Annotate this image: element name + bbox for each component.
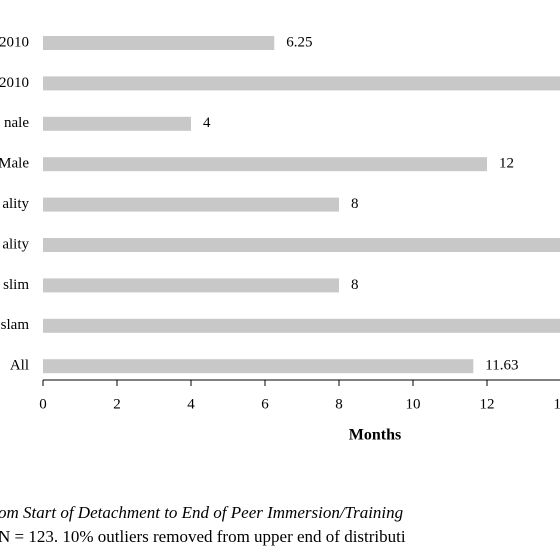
value-label: 12	[499, 156, 514, 172]
value-label: 4	[203, 115, 211, 131]
value-label: 8	[351, 196, 359, 212]
y-tick-label: 2010	[0, 34, 29, 50]
y-tick-label: ality	[2, 196, 29, 212]
bar	[43, 359, 474, 374]
x-tick-label: 8	[335, 396, 343, 412]
y-tick-label: ality	[2, 236, 29, 252]
x-tick-label: 6	[261, 396, 269, 412]
bar	[43, 318, 560, 333]
y-tick-label: Male	[0, 156, 29, 172]
y-tick-label: slam	[1, 317, 30, 333]
y-tick-label: 2010	[0, 75, 29, 91]
bar	[43, 36, 275, 50]
y-tick-label: slim	[3, 277, 29, 293]
value-label: 8	[351, 277, 359, 293]
x-tick-label: 4	[187, 396, 195, 412]
caption-line: om Start of Detachment to End of Peer Im…	[0, 503, 403, 522]
bar	[43, 197, 339, 212]
bar	[43, 116, 191, 131]
x-axis-label: Months	[349, 427, 401, 444]
bar	[43, 238, 560, 252]
bar	[43, 157, 487, 172]
value-label: 6.25	[286, 34, 312, 50]
y-tick-label: nale	[4, 115, 29, 131]
value-label: 11.63	[485, 358, 518, 374]
bar	[43, 278, 339, 293]
bar	[43, 76, 560, 91]
x-tick-label: 2	[113, 396, 121, 412]
x-tick-label: 10	[406, 396, 421, 412]
x-tick-label: 14	[554, 396, 560, 412]
y-tick-label: All	[10, 358, 29, 374]
x-tick-label: 12	[480, 396, 495, 412]
caption-line: N = 123. 10% outliers removed from upper…	[0, 527, 406, 546]
x-tick-label: 0	[39, 396, 47, 412]
